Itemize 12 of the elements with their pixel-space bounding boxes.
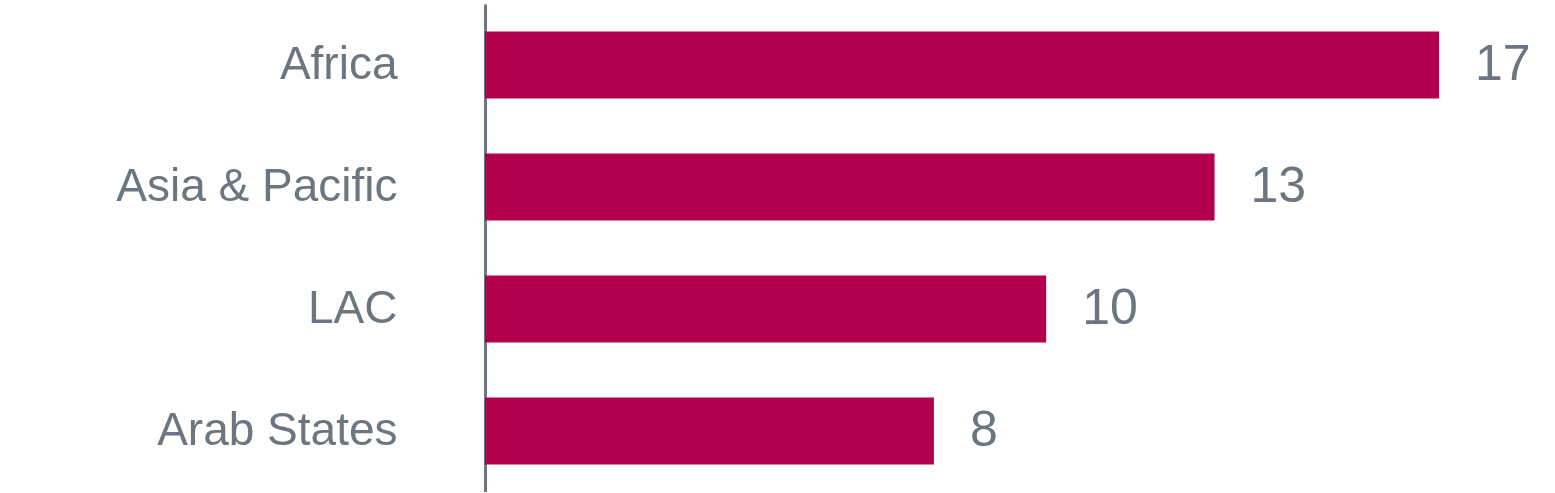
bar: [485, 397, 934, 465]
bar: [485, 153, 1215, 221]
bar: [485, 31, 1439, 99]
data-label: 17: [1475, 35, 1531, 91]
y-tick-label: Asia & Pacific: [116, 159, 398, 211]
y-tick-label: Arab States: [157, 403, 398, 455]
y-tick-label: LAC: [308, 281, 398, 333]
data-label: 8: [969, 401, 998, 457]
data-label: 10: [1082, 279, 1138, 335]
bar: [485, 275, 1047, 343]
data-label: 13: [1250, 157, 1307, 213]
y-tick-label: Africa: [279, 37, 398, 89]
